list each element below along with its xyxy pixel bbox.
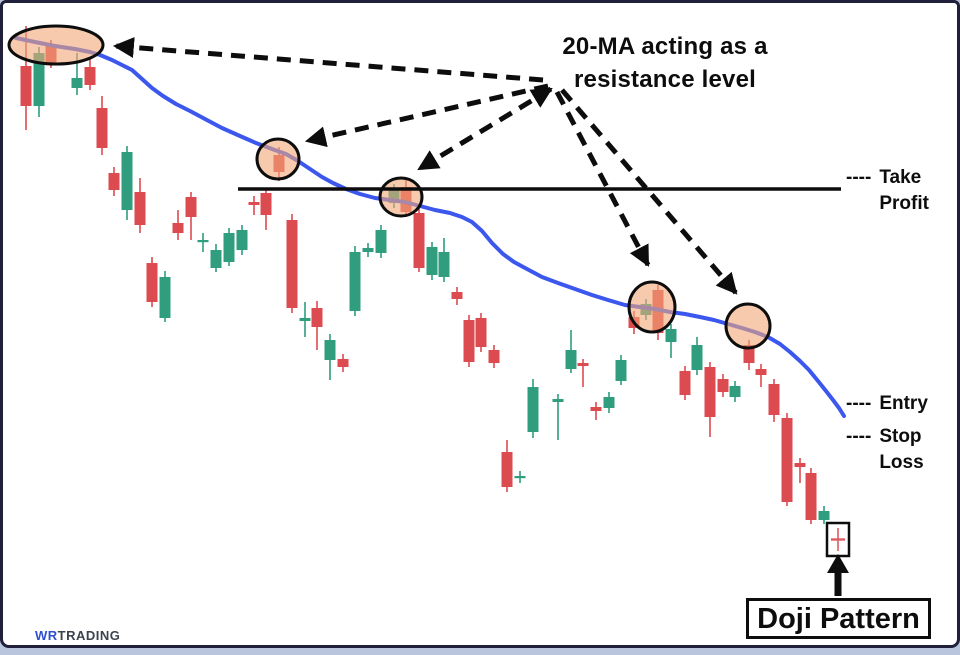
- stop-loss-label: ---- Stop Loss: [846, 424, 945, 476]
- doji-pattern-label: Doji Pattern: [746, 598, 931, 639]
- wr-trading-logo: WRTRADING: [35, 628, 120, 643]
- title-line-2: resistance level: [574, 66, 756, 93]
- stop-loss-dashes: ----: [846, 426, 872, 447]
- take-profit-label: ---- Take Profit: [846, 165, 945, 217]
- entry-text: Entry: [879, 393, 928, 414]
- chart-annotation-title: 20-MA acting as a resistance level: [455, 30, 875, 96]
- entry-dashes: ----: [846, 393, 872, 414]
- take-profit-text: Take Profit: [879, 167, 929, 214]
- title-line-1: 20-MA acting as a: [562, 33, 768, 60]
- doji-marker: [825, 521, 851, 558]
- dashed-arrow-circle-4: [554, 90, 651, 267]
- logo-trading: TRADING: [57, 628, 121, 643]
- stop-loss-text: Stop Loss: [879, 426, 924, 473]
- take-profit-dashes: ----: [846, 167, 872, 188]
- logo-wr: WR: [35, 628, 58, 643]
- doji-arrow: [827, 554, 849, 596]
- entry-label: ---- Entry: [846, 391, 945, 417]
- dashed-arrow-circle-3: [417, 86, 553, 172]
- annotation-arrows: [112, 37, 738, 295]
- candles-layer: [20, 26, 830, 524]
- dashed-arrow-ellipse-1: [112, 37, 544, 83]
